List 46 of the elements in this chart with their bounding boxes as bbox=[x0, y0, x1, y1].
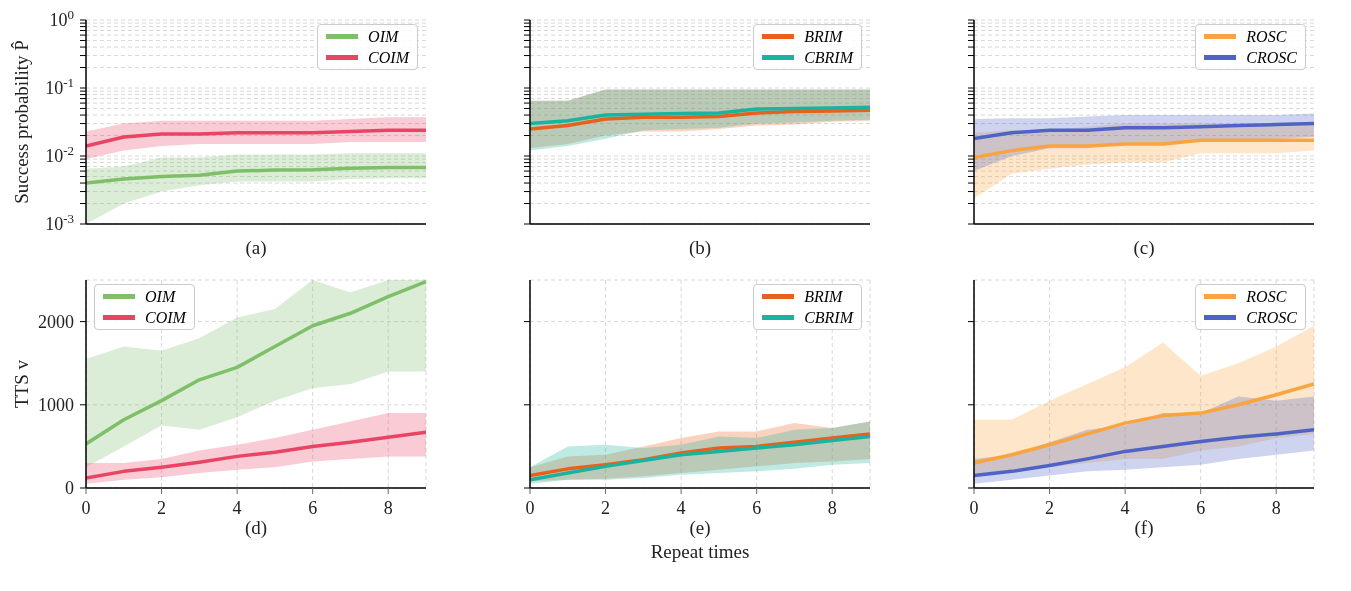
y-tick-label: 2000 bbox=[38, 311, 74, 332]
x-tick-label: 2 bbox=[601, 498, 611, 518]
legend-label: OIM bbox=[145, 287, 176, 306]
line-series bbox=[86, 430, 426, 480]
legend-label: OIM bbox=[368, 27, 399, 46]
y-axis-title: TTS v bbox=[10, 359, 32, 409]
y-tick-label: 10$^{-3}$ bbox=[45, 210, 74, 234]
x-tick-label: 4 bbox=[232, 498, 242, 518]
x-tick-label: 6 bbox=[1196, 498, 1206, 518]
y-tick-label: 0 bbox=[65, 478, 74, 498]
x-tick-label: 8 bbox=[827, 498, 837, 518]
legend-label: COIM bbox=[145, 308, 186, 327]
legend-label: BRIM bbox=[804, 287, 843, 306]
text: (e) bbox=[689, 517, 711, 538]
legend-label: CROSC bbox=[1246, 308, 1297, 327]
legend-label: CROSC bbox=[1246, 48, 1297, 67]
line-series bbox=[86, 128, 426, 148]
x-tick-label: 6 bbox=[308, 498, 318, 518]
x-axis-title: Repeat times bbox=[649, 540, 751, 564]
y-tick-label: 1000 bbox=[38, 394, 74, 415]
x-tick-label: 2 bbox=[1045, 498, 1055, 518]
x-tick-label: 0 bbox=[969, 498, 979, 518]
x-tick-label: 4 bbox=[676, 498, 686, 518]
x-tick-label: 0 bbox=[81, 498, 91, 518]
x-tick-label: 4 bbox=[1120, 498, 1130, 518]
y-axis-title: Success probability P̂ bbox=[10, 40, 32, 204]
line-series bbox=[86, 165, 426, 185]
y-tick-label: 10$^{-2}$ bbox=[45, 142, 74, 166]
x-tick-label: 6 bbox=[752, 498, 762, 518]
legend-label: COIM bbox=[368, 48, 409, 67]
text: (a) bbox=[244, 236, 268, 260]
x-tick-label: 2 bbox=[157, 498, 167, 518]
text: (f) bbox=[1134, 517, 1154, 538]
text: (b) bbox=[687, 236, 713, 260]
x-tick-label: 8 bbox=[383, 498, 393, 518]
text: (c) bbox=[1132, 236, 1156, 260]
legend-label: BRIM bbox=[804, 27, 843, 46]
legend-label: ROSC bbox=[1246, 287, 1287, 306]
text: (d) bbox=[244, 517, 268, 538]
x-tick-label: 8 bbox=[1271, 498, 1281, 518]
x-tick-label: 0 bbox=[525, 498, 535, 518]
legend-label: CBRIM bbox=[804, 48, 853, 67]
y-tick-label: 10$^{-1}$ bbox=[45, 74, 74, 98]
legend-label: CBRIM bbox=[804, 308, 853, 327]
legend-label: ROSC bbox=[1246, 27, 1287, 46]
y-tick-label: 10$^{0}$ bbox=[49, 6, 74, 30]
